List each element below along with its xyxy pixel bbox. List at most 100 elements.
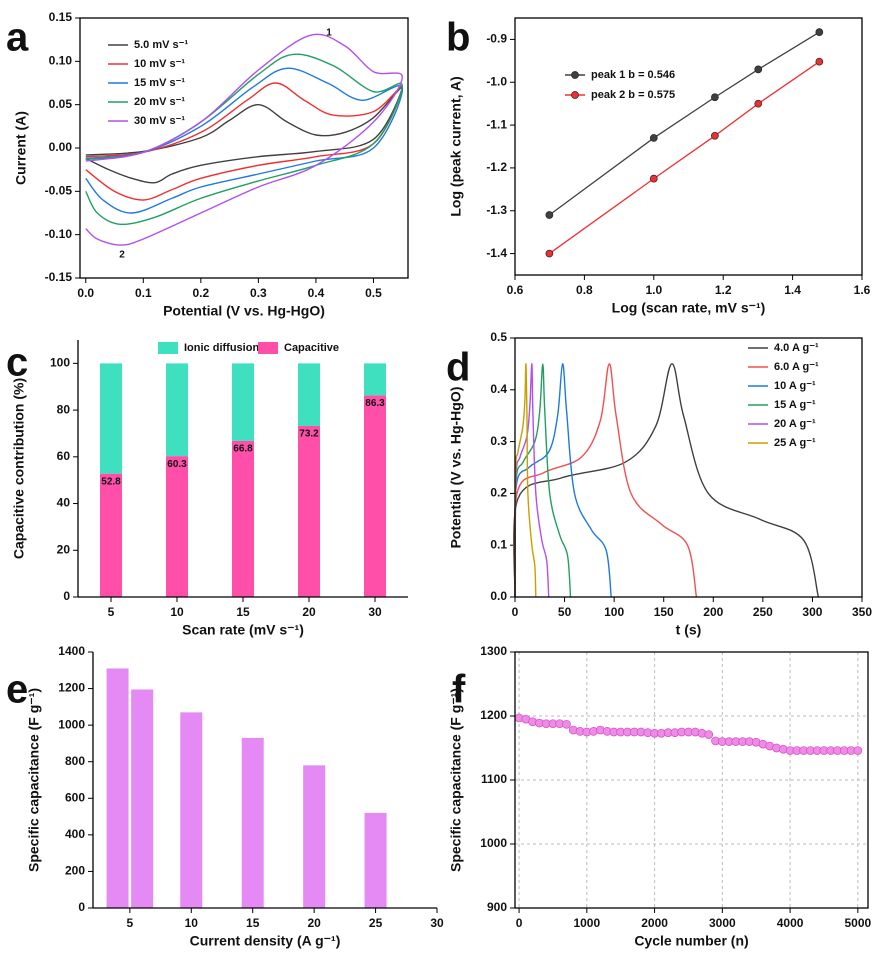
point [562, 719, 571, 729]
x-tick-label: 0.1 [135, 286, 152, 300]
plot-frame [514, 337, 863, 598]
legend-marker [571, 91, 579, 99]
legend-label: 5.0 mV s⁻¹ [134, 39, 188, 51]
line [513, 363, 698, 598]
y-tick-label: 1200 [480, 708, 507, 722]
x-tick-label: 10 [185, 916, 199, 930]
x-tick-label: 0.4 [308, 286, 325, 300]
x-tick-label: 0.3 [250, 286, 267, 300]
point [754, 65, 763, 74]
x-axis-label: Log (scan rate, mV s⁻¹) [612, 300, 766, 316]
x-axis-label: Cycle number (n) [634, 933, 748, 949]
x-tick-label: 350 [852, 605, 872, 619]
y-tick-label: 0.1 [490, 537, 507, 551]
legend-label: 4.0 A g⁻¹ [774, 342, 819, 354]
y-tick-label: 100 [50, 356, 70, 370]
y-tick-label: 0 [78, 900, 85, 914]
legend-marker [571, 71, 579, 79]
point [649, 174, 658, 183]
y-tick-label: 400 [65, 827, 85, 841]
x-tick-label: 1.0 [645, 283, 662, 297]
data-label: 66.8 [233, 444, 253, 455]
legend-label: 15 mV s⁻¹ [134, 77, 185, 89]
x-tick-label: 200 [703, 605, 723, 619]
y-tick-label: 1100 [481, 772, 507, 786]
x-tick-label: 50 [558, 605, 572, 619]
data-label: 86.3 [365, 398, 385, 409]
y-tick-label: -0.10 [45, 227, 73, 241]
y-tick-label: 0.15 [49, 10, 73, 24]
x-tick-label: 15 [236, 605, 250, 619]
y-tick-label: 600 [65, 790, 85, 804]
y-tick-label: -0.15 [45, 270, 73, 284]
bar-segment [364, 363, 386, 396]
panel-letter: b [446, 16, 470, 60]
point [704, 730, 714, 739]
bar [364, 812, 387, 908]
point [815, 28, 824, 36]
x-tick-label: 5000 [844, 916, 871, 930]
bar-segment [364, 395, 386, 597]
x-tick-label: 15 [246, 916, 260, 930]
y-tick-label: -0.05 [45, 184, 73, 198]
x-tick-label: 3000 [709, 916, 736, 930]
y-tick-label: 0.2 [490, 486, 507, 500]
x-axis-label: Scan rate (mV s⁻¹) [182, 622, 304, 638]
x-tick-label: 1.6 [854, 283, 871, 297]
legend-label: 6.0 A g⁻¹ [774, 361, 819, 373]
y-axis-label: Current (A) [13, 111, 29, 185]
bar-segment [298, 363, 320, 426]
bar [131, 689, 154, 908]
plot-frame [79, 17, 409, 279]
fit-line [548, 61, 820, 255]
legend-label: peak 2 b = 0.575 [591, 89, 675, 101]
legend-label: Ionic diffusion [184, 342, 259, 354]
line [85, 33, 403, 246]
x-tick-label: 250 [753, 605, 773, 619]
x-tick-label: 1.2 [715, 283, 732, 297]
x-tick-label: 0.6 [507, 283, 524, 297]
x-tick-label: 300 [802, 605, 822, 619]
legend-label: 20 mV s⁻¹ [134, 96, 185, 108]
bar-segment [232, 363, 254, 441]
x-tick-label: 0 [516, 916, 523, 930]
legend-label: peak 1 b = 0.546 [591, 69, 675, 81]
plot-frame [514, 17, 863, 276]
y-tick-label: 1300 [480, 644, 507, 658]
y-tick-label: 80 [57, 402, 71, 416]
y-tick-label: -1.0 [486, 74, 507, 88]
x-tick-label: 0.2 [192, 286, 209, 300]
x-tick-label: 25 [369, 916, 383, 930]
y-tick-label: 0.4 [490, 382, 507, 396]
y-tick-label: -1.1 [486, 117, 507, 131]
panel-letter: d [446, 346, 470, 390]
bar-segment [166, 456, 188, 597]
y-tick-label: 1400 [58, 644, 85, 658]
y-tick-label: -0.9 [486, 32, 507, 46]
line [513, 363, 612, 598]
y-tick-label: 1000 [58, 717, 85, 731]
point [711, 93, 719, 102]
x-tick-label: 1000 [573, 916, 600, 930]
bar-segment [298, 425, 320, 597]
line [514, 363, 572, 598]
bar-segment [100, 363, 122, 474]
x-tick-label: 20 [302, 605, 316, 619]
x-tick-label: 1.4 [784, 283, 801, 297]
legend-swatch [258, 342, 278, 354]
x-axis-label: Current density (A g⁻¹) [190, 933, 341, 949]
panel-letter: a [6, 16, 29, 60]
legend-label: 10 mV s⁻¹ [134, 58, 185, 70]
y-tick-label: 60 [57, 449, 71, 463]
x-axis-label: Potential (V vs. Hg-HgO) [163, 303, 325, 319]
x-tick-label: 0.0 [77, 286, 94, 300]
legend-label: 10 A g⁻¹ [774, 380, 816, 392]
line [514, 363, 550, 598]
legend-label: 30 mV s⁻¹ [134, 115, 185, 127]
panel-letter: e [6, 668, 28, 712]
x-tick-label: 30 [430, 916, 444, 930]
annotation: 2 [119, 250, 125, 261]
y-axis-label: Log (peak current, A) [448, 76, 464, 216]
x-axis-label: t (s) [676, 622, 702, 638]
